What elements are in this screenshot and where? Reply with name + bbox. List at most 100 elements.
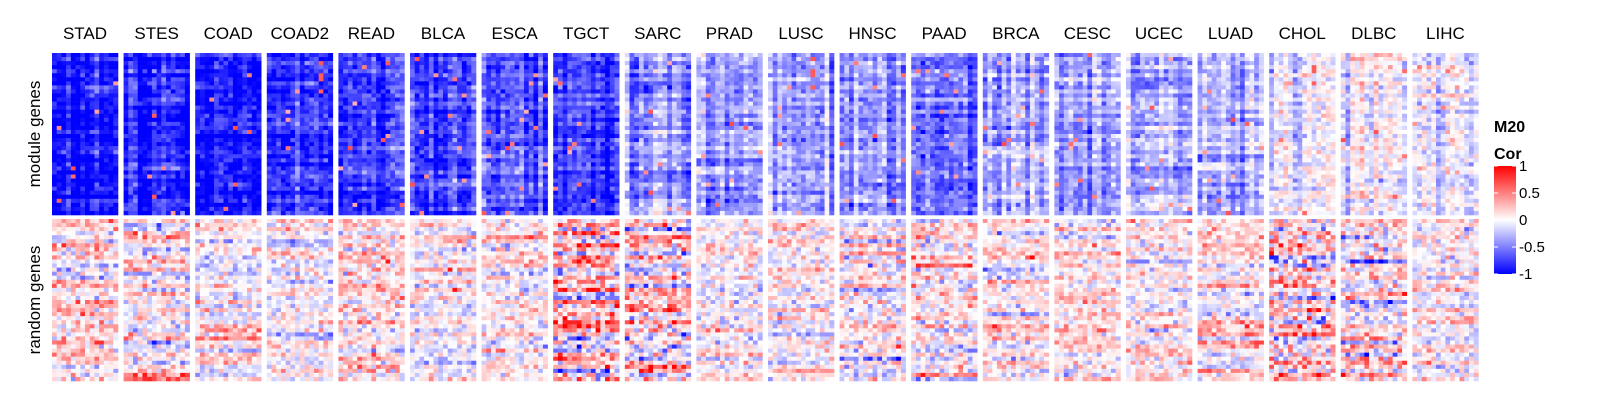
heatmap-cell — [156, 312, 162, 317]
heatmap-cell — [52, 267, 58, 272]
heatmap-cell — [137, 227, 143, 232]
heatmap-cell — [371, 125, 377, 131]
heatmap-cell — [328, 271, 334, 276]
heatmap-cell — [309, 247, 315, 252]
heatmap-cell — [199, 158, 205, 163]
heatmap-cell — [237, 352, 243, 357]
heatmap-cell — [113, 202, 119, 208]
heatmap-cell — [237, 202, 243, 208]
heatmap-cell — [195, 174, 201, 179]
heatmap-cell — [99, 81, 105, 86]
heatmap-cell — [113, 287, 119, 293]
heatmap-cell — [394, 154, 400, 159]
heatmap-cell — [223, 61, 229, 66]
heatmap-cell — [223, 328, 229, 333]
heatmap-cell — [70, 259, 76, 264]
heatmap-cell — [209, 105, 215, 110]
heatmap-cell — [180, 206, 186, 212]
heatmap-cell — [156, 61, 162, 66]
heatmap-cell — [285, 348, 291, 353]
heatmap-cell — [61, 312, 67, 317]
heatmap-cell — [276, 304, 282, 309]
heatmap-cell — [214, 134, 220, 139]
heatmap-cell — [313, 227, 319, 232]
heatmap-cell — [376, 61, 382, 66]
heatmap-cell — [108, 134, 114, 139]
heatmap-cell — [343, 85, 349, 90]
heatmap-cell — [75, 178, 81, 183]
heatmap-cell — [256, 364, 262, 370]
heatmap-cell — [133, 134, 139, 139]
heatmap-cell — [285, 125, 291, 131]
heatmap-cell — [228, 364, 234, 370]
heatmap-cell — [61, 348, 67, 353]
heatmap-cell — [80, 57, 86, 62]
heatmap-cell — [75, 210, 81, 216]
heatmap-cell — [175, 113, 181, 119]
heatmap-cell — [142, 166, 148, 171]
heatmap-cell — [52, 97, 58, 102]
heatmap-cell — [394, 121, 400, 127]
heatmap-cell — [166, 174, 172, 179]
heatmap-cell — [218, 312, 224, 317]
heatmap-cell — [304, 235, 310, 240]
heatmap-cell — [103, 170, 109, 175]
heatmap-cell — [266, 146, 272, 151]
heatmap-cell — [299, 348, 305, 353]
heatmap-cell — [180, 368, 186, 374]
heatmap-cell — [103, 251, 109, 256]
heatmap-cell — [247, 300, 253, 305]
heatmap-cell — [318, 308, 324, 313]
heatmap-cell — [323, 178, 329, 183]
heatmap-cell — [56, 304, 62, 309]
heatmap-cell — [195, 77, 201, 82]
heatmap-cell — [242, 194, 248, 200]
heatmap-cell — [390, 182, 396, 187]
heatmap-cell — [290, 360, 296, 366]
heatmap-cell — [214, 279, 220, 285]
heatmap-cell — [56, 202, 62, 208]
heatmap-cell — [247, 142, 253, 147]
heatmap-cell — [304, 243, 310, 248]
heatmap-cell — [195, 340, 201, 345]
heatmap-cell — [394, 138, 400, 143]
heatmap-cell — [304, 105, 310, 110]
heatmap-cell — [290, 263, 296, 268]
heatmap-cell — [318, 255, 324, 260]
heatmap-cell — [256, 186, 262, 191]
heatmap-cell — [313, 109, 319, 115]
heatmap-cell — [151, 61, 157, 66]
heatmap-cell — [223, 243, 229, 248]
heatmap-cell — [170, 320, 176, 325]
heatmap-cell — [223, 279, 229, 285]
heatmap-cell — [85, 154, 91, 159]
heatmap-cell — [318, 162, 324, 167]
heatmap-cell — [204, 206, 210, 212]
heatmap-cell — [343, 186, 349, 191]
heatmap-cell — [199, 134, 205, 139]
heatmap-cell — [184, 283, 190, 289]
heatmap-cell — [247, 170, 253, 175]
heatmap-cell — [266, 259, 272, 264]
heatmap-cell — [357, 125, 363, 131]
heatmap-cell — [161, 138, 167, 143]
heatmap-cell — [99, 324, 105, 329]
heatmap-cell — [299, 154, 305, 159]
heatmap-cell — [99, 336, 105, 341]
heatmap-cell — [318, 69, 324, 74]
heatmap-cell — [137, 316, 143, 321]
heatmap-cell — [123, 97, 129, 102]
heatmap-cell — [56, 271, 62, 276]
heatmap-cell — [70, 174, 76, 179]
heatmap-cell — [223, 57, 229, 62]
heatmap-cell — [56, 190, 62, 196]
heatmap-cell — [218, 291, 224, 297]
heatmap-cell — [113, 121, 119, 127]
heatmap-cell — [214, 295, 220, 301]
heatmap-cell — [242, 186, 248, 191]
heatmap-cell — [66, 219, 72, 224]
heatmap-cell — [52, 162, 58, 167]
heatmap-cell — [89, 113, 95, 119]
heatmap-cell — [80, 61, 86, 66]
heatmap-cell — [103, 344, 109, 349]
